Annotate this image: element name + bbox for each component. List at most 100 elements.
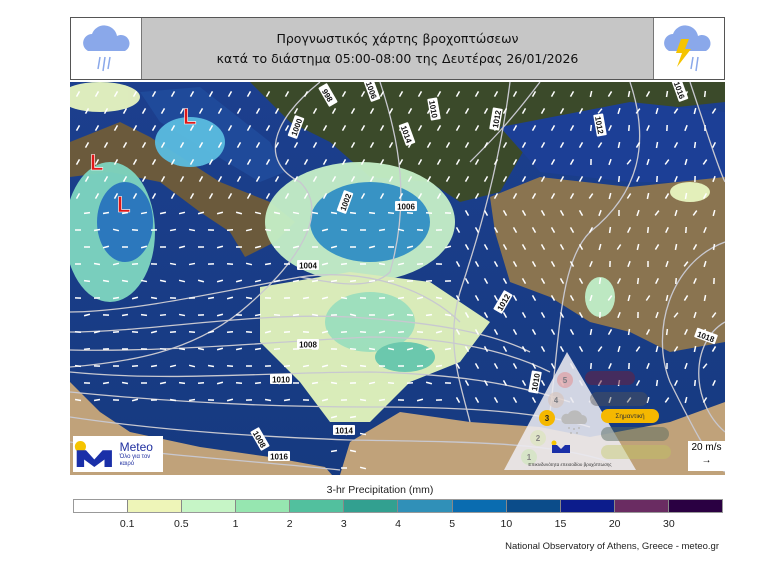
wind-arrow xyxy=(83,347,91,351)
wind-arrow xyxy=(264,262,272,266)
wind-arrow xyxy=(608,396,612,404)
wind-arrow xyxy=(189,91,195,97)
wind-arrow xyxy=(683,295,689,301)
wind-arrow xyxy=(322,193,328,199)
wind-arrow xyxy=(311,313,319,317)
isobar-label: 1010 xyxy=(270,374,292,385)
wind-arrow xyxy=(589,260,593,268)
wind-arrow xyxy=(255,108,261,114)
wind-arrow xyxy=(379,125,385,131)
wind-arrow xyxy=(102,245,110,249)
wind-arrow xyxy=(417,193,423,199)
wind-arrow xyxy=(559,346,565,352)
wind-arrow xyxy=(330,211,338,215)
wind-arrow xyxy=(226,262,234,266)
wind-arrow xyxy=(455,125,461,131)
wind-arrow xyxy=(273,211,281,215)
wind-arrow xyxy=(531,91,537,97)
wind-arrow xyxy=(493,329,499,335)
wind-arrow xyxy=(150,364,158,368)
wind-arrow xyxy=(436,159,442,165)
wind-arrow xyxy=(254,381,262,385)
wind-arrow xyxy=(397,296,405,300)
wind-arrow xyxy=(483,346,489,352)
wind-arrow xyxy=(274,108,280,114)
wind-arrow xyxy=(379,159,385,165)
wind-arrow xyxy=(406,211,414,215)
wind-arrow xyxy=(407,176,413,182)
wind-arrow xyxy=(178,313,186,317)
wind-arrow xyxy=(635,142,641,148)
wind-arrow xyxy=(578,346,584,352)
wind-arrow xyxy=(455,397,461,403)
wind-arrow xyxy=(369,142,375,148)
wind-arrow xyxy=(493,363,499,369)
wind-arrow xyxy=(703,90,707,98)
wind-arrow xyxy=(474,91,480,97)
wind-arrow xyxy=(531,227,537,233)
wind-arrow xyxy=(589,362,593,370)
wind-arrow xyxy=(416,228,424,232)
wind-arrow xyxy=(349,449,357,453)
wind-arrow xyxy=(711,141,717,149)
wind-arrow xyxy=(455,91,461,97)
wind-arrow xyxy=(226,228,234,232)
land-italy xyxy=(70,122,295,257)
wind-arrow xyxy=(502,210,508,216)
wind-arrow xyxy=(245,296,253,300)
colorbar-swatch xyxy=(128,500,183,512)
wind-arrow xyxy=(292,211,300,215)
wind-arrow xyxy=(255,176,261,182)
isobar-label: 1014 xyxy=(333,425,355,436)
wind-arrow xyxy=(406,245,414,249)
wind-arrow xyxy=(406,313,414,317)
wind-arrow xyxy=(312,142,318,148)
wind-arrow xyxy=(665,328,669,336)
wind-arrow xyxy=(597,108,603,114)
wind-arrow xyxy=(216,381,224,385)
wind-arrow xyxy=(712,243,716,251)
wind-arrow xyxy=(712,175,716,183)
wind-arrow xyxy=(474,261,480,267)
wind-arrow xyxy=(340,296,348,300)
wind-arrow xyxy=(255,142,261,148)
wind-arrow xyxy=(425,381,433,385)
wind-arrow xyxy=(502,142,508,148)
wind-arrow xyxy=(387,313,395,317)
wind-arrow xyxy=(159,211,167,215)
wind-arrow xyxy=(227,159,233,165)
wind-arrow xyxy=(436,91,442,97)
wind-arrow xyxy=(607,329,613,335)
wind-arrow xyxy=(417,125,423,131)
wind-arrow xyxy=(512,91,518,97)
wind-arrow xyxy=(512,397,518,403)
wind-arrow xyxy=(94,193,100,199)
wind-arrow xyxy=(93,228,101,232)
wind-arrow xyxy=(597,175,603,183)
wind-arrow xyxy=(674,175,678,183)
wind-arrow xyxy=(254,347,262,351)
wind-arrow xyxy=(387,347,395,351)
wind-arrow xyxy=(273,347,281,351)
wind-arrow xyxy=(226,364,234,368)
wind-arrow xyxy=(646,192,650,200)
wind-arrow xyxy=(398,193,404,199)
wind-arrow xyxy=(493,261,499,267)
wind-arrow xyxy=(235,211,243,215)
wind-arrow xyxy=(635,108,641,114)
wind-arrow xyxy=(435,364,443,368)
wind-arrow xyxy=(502,380,508,386)
wind-arrow xyxy=(341,125,347,131)
wind-arrow xyxy=(635,380,641,386)
wind-arrow xyxy=(512,125,518,131)
colorbar-swatch xyxy=(668,500,722,512)
wind-arrow xyxy=(608,362,612,370)
wind-arrow xyxy=(84,108,90,114)
wind-arrow xyxy=(559,210,565,216)
wind-arrow xyxy=(169,262,177,266)
wind-arrow xyxy=(626,193,632,199)
wind-arrow xyxy=(416,296,424,300)
wind-arrow xyxy=(359,398,367,402)
wind-arrow xyxy=(474,193,480,199)
wind-arrow xyxy=(483,380,489,386)
